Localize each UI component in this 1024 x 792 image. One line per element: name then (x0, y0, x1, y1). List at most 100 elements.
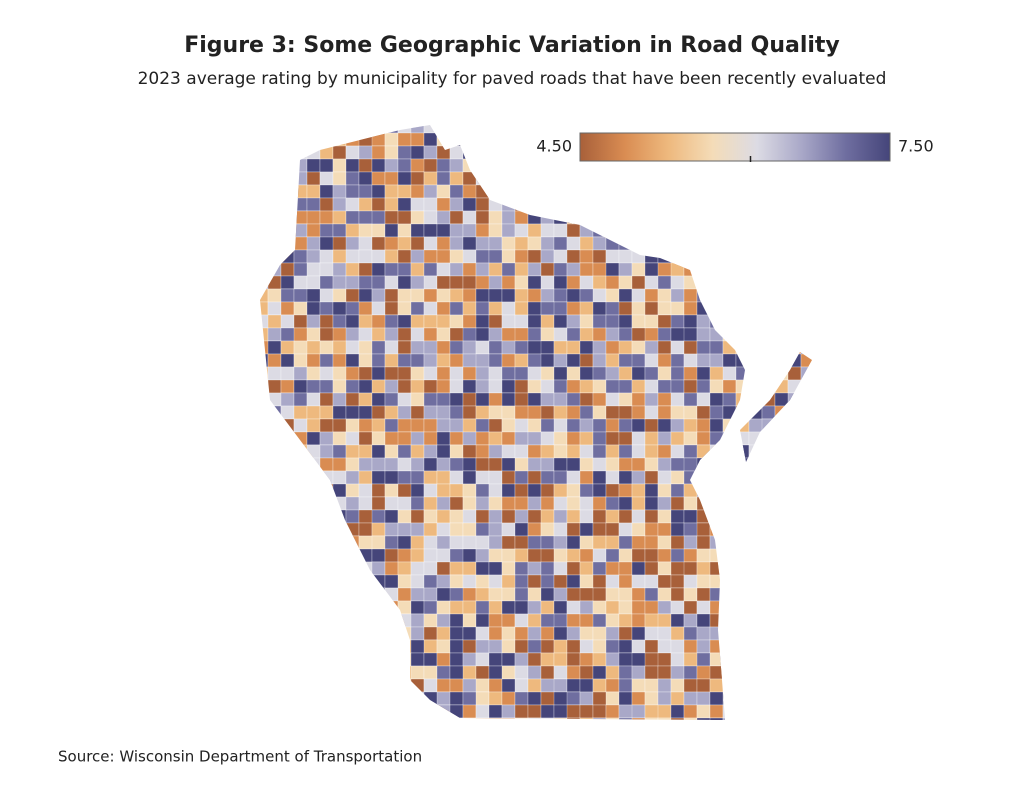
municipality (423, 392, 438, 407)
municipality (618, 691, 633, 706)
municipality (345, 145, 360, 160)
municipality (735, 197, 763, 212)
municipality (631, 691, 646, 706)
municipality (384, 522, 399, 537)
municipality (748, 496, 776, 511)
municipality (423, 314, 438, 329)
municipality (462, 561, 477, 576)
municipality (306, 145, 321, 160)
municipality (722, 353, 737, 368)
municipality (579, 171, 594, 186)
municipality (319, 522, 334, 537)
municipality (566, 457, 581, 472)
municipality (748, 483, 776, 498)
municipality (644, 288, 659, 303)
municipality (787, 125, 812, 134)
municipality (267, 561, 282, 576)
municipality (761, 457, 776, 472)
municipality (644, 197, 672, 212)
municipality (670, 639, 685, 654)
municipality (722, 223, 750, 238)
municipality (566, 548, 581, 563)
municipality (748, 717, 763, 720)
municipality (293, 366, 308, 381)
municipality (748, 262, 763, 277)
municipality (332, 626, 347, 641)
municipality (462, 522, 477, 537)
municipality (814, 575, 840, 588)
municipality (709, 522, 724, 537)
municipality (306, 125, 321, 134)
municipality (722, 379, 737, 394)
municipality (618, 223, 646, 238)
municipality (371, 431, 386, 446)
municipality (566, 275, 581, 290)
municipality (280, 535, 295, 550)
municipality (397, 457, 412, 472)
municipality (761, 379, 776, 394)
municipality (397, 184, 412, 199)
municipality (787, 678, 802, 693)
municipality (280, 379, 295, 394)
municipality (488, 691, 503, 706)
municipality (358, 197, 373, 212)
municipality (761, 470, 776, 485)
municipality (761, 431, 789, 446)
municipality (423, 379, 438, 394)
municipality (384, 509, 399, 524)
municipality (306, 665, 334, 680)
municipality (527, 574, 542, 589)
municipality (475, 457, 490, 472)
municipality (722, 639, 737, 654)
municipality (696, 431, 711, 446)
municipality (293, 314, 308, 329)
municipality (462, 470, 477, 485)
municipality (358, 392, 373, 407)
municipality (722, 125, 737, 134)
municipality (371, 678, 386, 693)
municipality (553, 275, 568, 290)
municipality (540, 353, 555, 368)
municipality (423, 457, 438, 472)
municipality (814, 120, 840, 133)
municipality (384, 535, 399, 550)
municipality (722, 327, 737, 342)
municipality (449, 717, 464, 720)
municipality (787, 314, 802, 329)
municipality (488, 171, 516, 186)
municipality (657, 125, 672, 134)
municipality (787, 613, 802, 628)
municipality (735, 275, 763, 290)
municipality (800, 548, 812, 563)
municipality (618, 626, 633, 641)
municipality (657, 652, 672, 667)
municipality (540, 405, 555, 420)
municipality (540, 574, 555, 589)
municipality (397, 275, 412, 290)
municipality (553, 717, 568, 720)
municipality (657, 171, 672, 186)
municipality (345, 418, 360, 433)
municipality (540, 392, 555, 407)
municipality (696, 223, 711, 238)
municipality (384, 288, 399, 303)
municipality (449, 158, 464, 173)
municipality (644, 717, 659, 720)
municipality (488, 158, 503, 173)
municipality (709, 509, 724, 524)
municipality (462, 704, 477, 719)
municipality (696, 535, 711, 550)
municipality (319, 470, 334, 485)
municipality (618, 184, 633, 199)
municipality (735, 470, 763, 485)
municipality (800, 639, 812, 654)
municipality (579, 600, 594, 615)
municipality (579, 353, 594, 368)
municipality (566, 496, 581, 511)
municipality (501, 691, 516, 706)
municipality (735, 125, 750, 134)
municipality (449, 600, 464, 615)
municipality (540, 158, 555, 173)
municipality (332, 197, 347, 212)
municipality (683, 197, 698, 212)
